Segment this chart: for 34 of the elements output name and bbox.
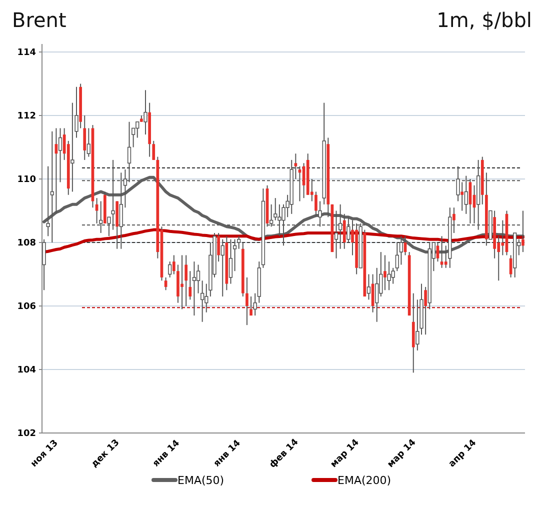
candlestick <box>366 274 371 300</box>
x-tick-label: апр 14 <box>447 438 479 470</box>
candlestick <box>168 261 172 278</box>
candlestick <box>375 267 379 322</box>
candlestick <box>70 102 74 192</box>
x-tick-label: янв 14 <box>212 438 243 470</box>
chart-subtitle: 1m, $/bbl <box>436 8 532 32</box>
candlestick <box>136 121 140 138</box>
chart-title: Brent <box>12 8 66 32</box>
candlestick <box>86 128 90 158</box>
candlestick <box>172 254 176 275</box>
x-tick-label: янв 14 <box>151 438 182 470</box>
candlestick <box>192 261 196 316</box>
candlestick <box>228 238 233 284</box>
y-tick-label: 110 <box>17 175 36 186</box>
y-tick-label: 112 <box>17 112 36 122</box>
candlestick <box>42 238 46 291</box>
legend-label: EMA(200) <box>338 474 392 487</box>
candlestick <box>164 276 168 291</box>
candlestick <box>188 270 192 300</box>
y-tick-label: 104 <box>17 366 36 376</box>
y-tick-label: 102 <box>17 429 36 440</box>
candlestick <box>83 115 86 160</box>
y-tick-label: 108 <box>17 238 36 249</box>
y-tick-label: 114 <box>17 48 36 58</box>
candlestick <box>246 276 248 326</box>
y-tick-label: 106 <box>17 302 36 312</box>
candlestick <box>58 128 62 183</box>
candlestick <box>220 238 224 297</box>
candlestick <box>152 140 156 160</box>
candlestick <box>180 254 184 310</box>
legend-label: EMA(50) <box>178 474 224 487</box>
candlestick <box>184 254 188 306</box>
candlestick <box>232 238 237 272</box>
